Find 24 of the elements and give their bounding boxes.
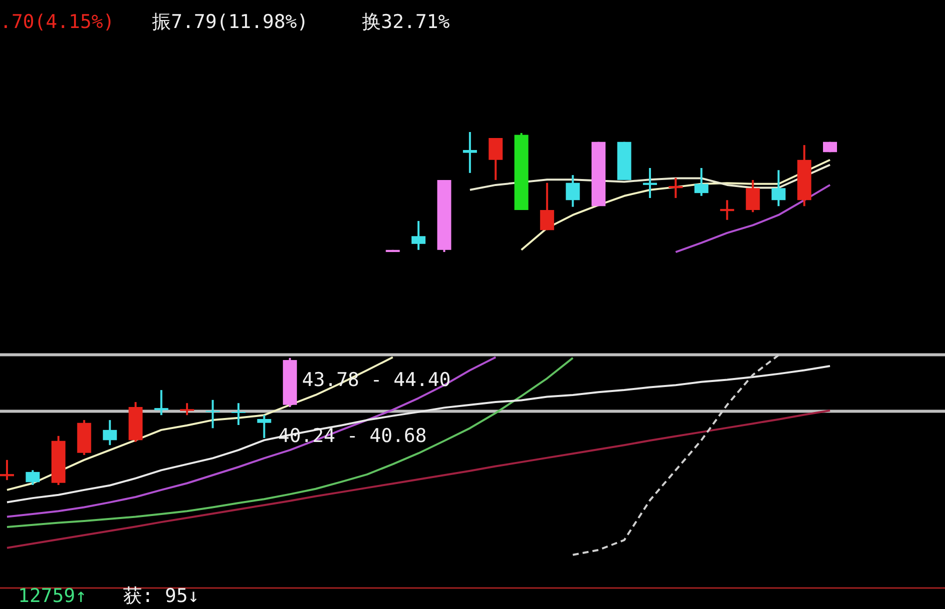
candlestick <box>488 137 503 182</box>
candlestick <box>772 169 786 208</box>
text: .70(4.15%) <box>0 11 114 33</box>
candlestick <box>231 402 246 426</box>
candlestick <box>26 469 40 486</box>
candlestick <box>540 182 554 232</box>
candlestick <box>412 220 426 251</box>
candlestick <box>566 174 580 208</box>
candlestick <box>257 414 272 440</box>
candlestick <box>720 199 734 221</box>
candlestick <box>462 131 477 174</box>
candlestick <box>206 398 220 430</box>
candlestick <box>746 179 760 214</box>
candlestick <box>0 458 14 482</box>
text: 振7.79(11.98%) <box>152 11 308 33</box>
candlestick <box>102 419 117 446</box>
candlestick <box>668 176 683 200</box>
candlestick <box>154 389 168 416</box>
candlestick <box>180 402 194 416</box>
text: 换32.71% <box>362 11 450 33</box>
text: 获: 95↓ <box>123 585 200 607</box>
text: 12759↑ <box>18 585 87 607</box>
candlestick <box>694 167 708 197</box>
candlestick <box>642 167 657 200</box>
